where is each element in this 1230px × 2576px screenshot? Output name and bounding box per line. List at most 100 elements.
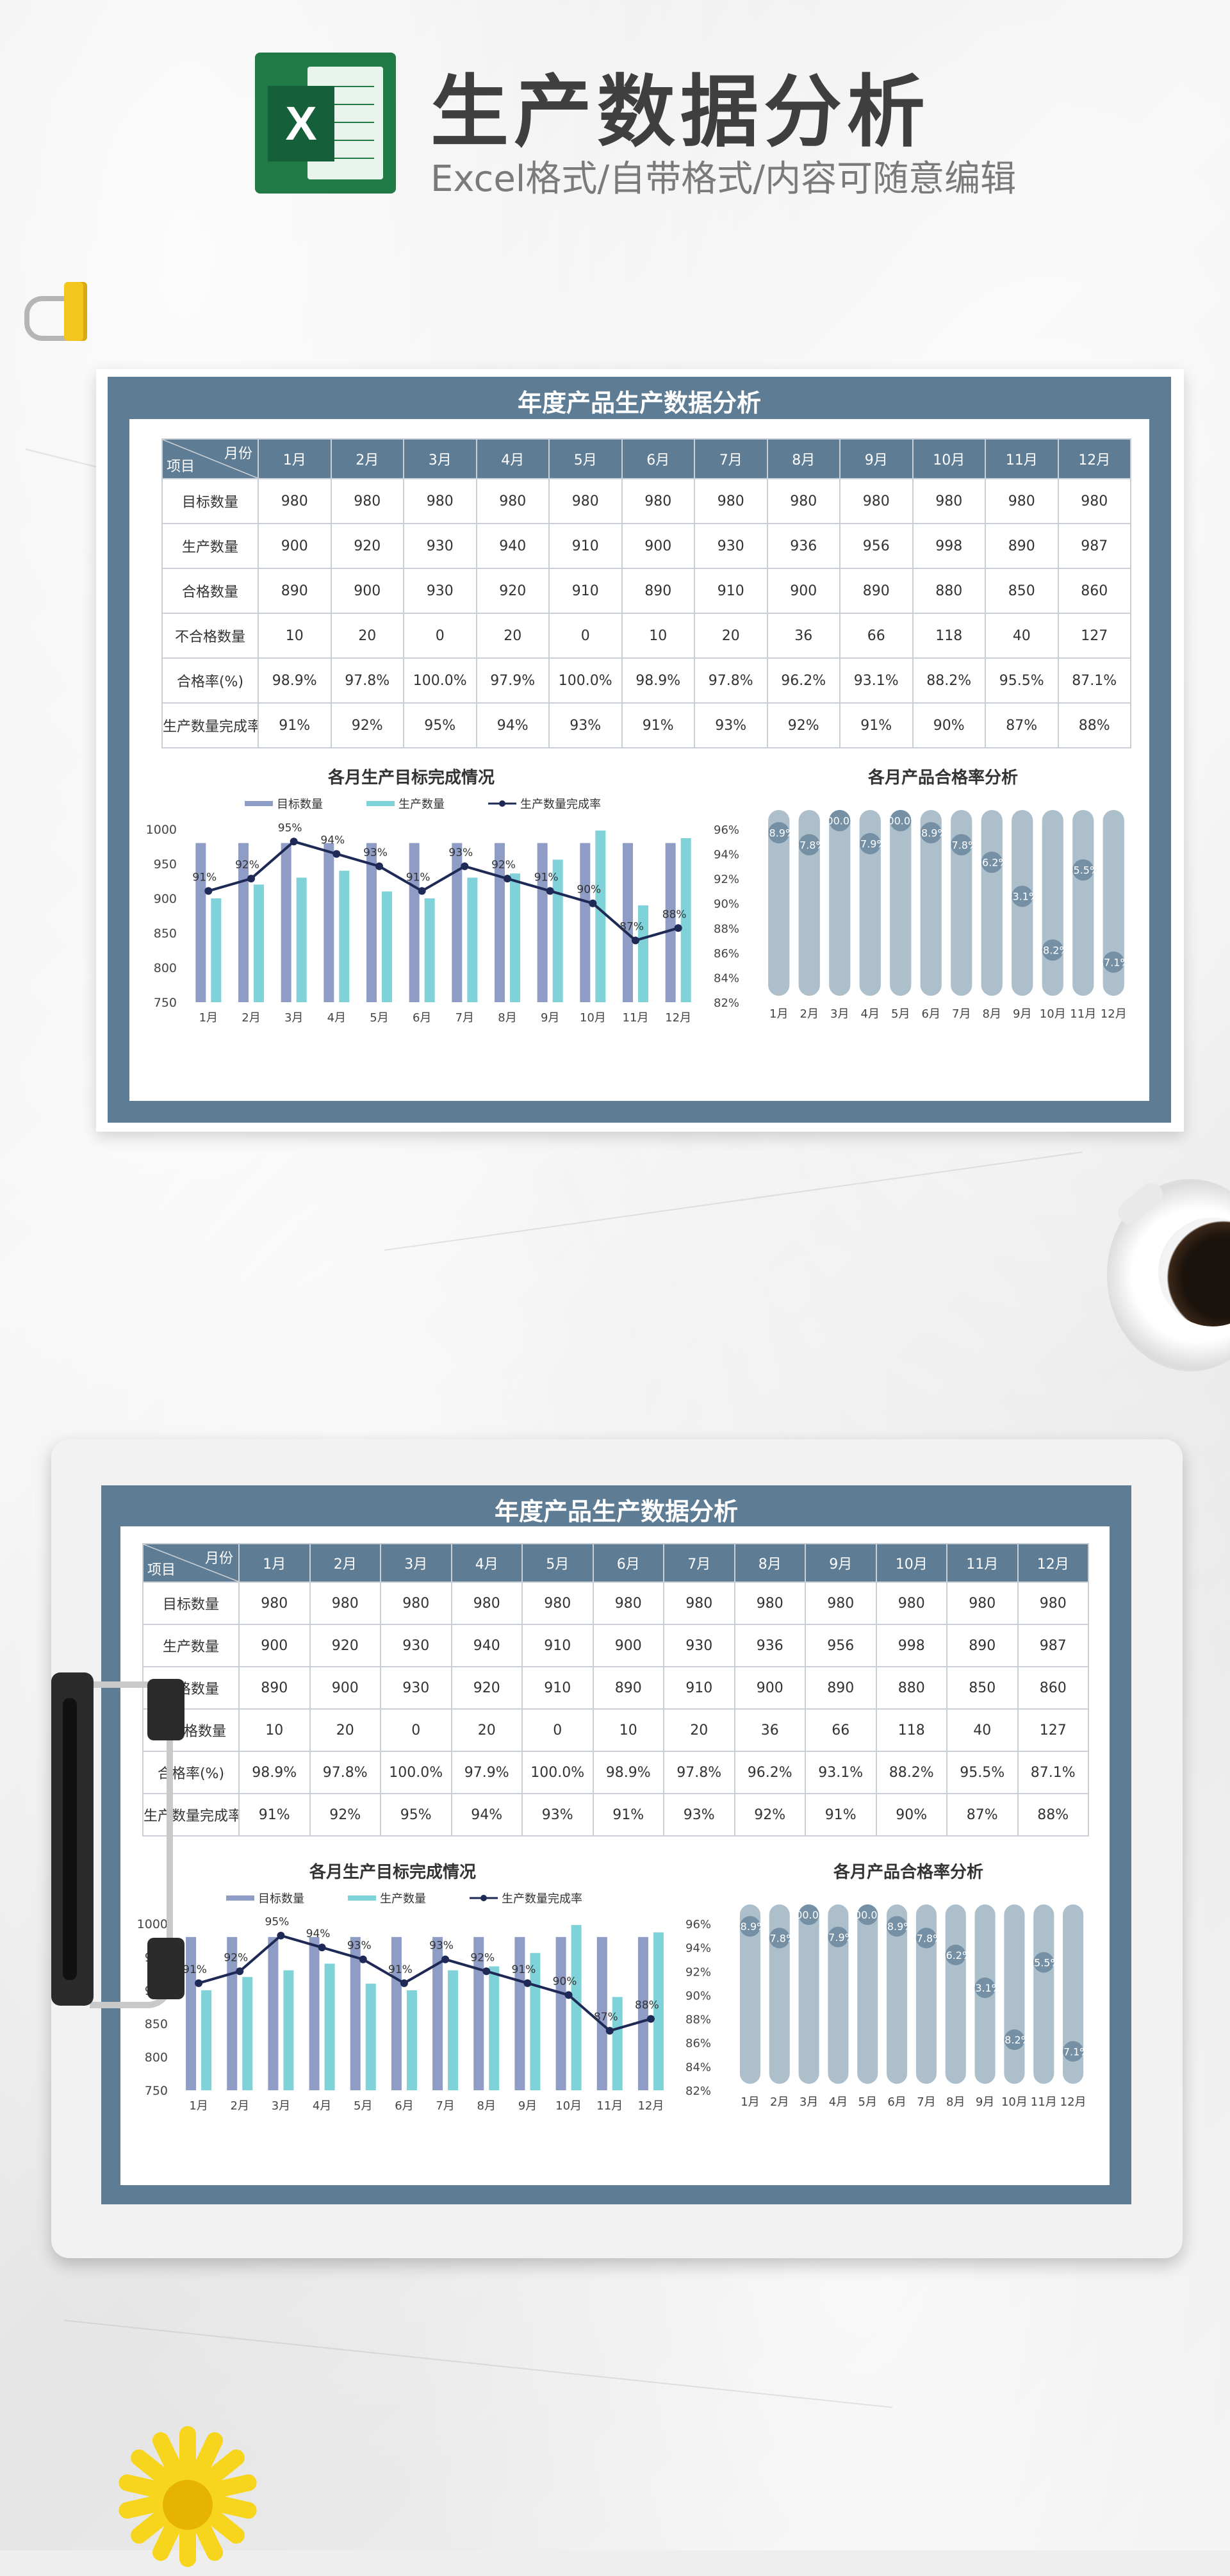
table-cell: 890: [839, 568, 914, 614]
table-cell: 980: [1057, 478, 1131, 524]
table-cell: 127: [1057, 613, 1131, 659]
line-point: [589, 899, 597, 907]
pass-rate-track: [1004, 1904, 1025, 2084]
pass-rate-track: [798, 1904, 819, 2084]
table-cell: 20: [450, 1708, 523, 1752]
table-cell: 980: [694, 478, 768, 524]
pass-rate-marker: [981, 852, 1003, 873]
pass-rate-track: [1033, 1904, 1054, 2084]
x-tick-label: 7月: [952, 1007, 971, 1021]
line-point: [418, 887, 426, 895]
legend-label: 生产数量: [398, 798, 445, 811]
data-table: 月份 项目 1月 2月 3月 4月 5月 6月 7月 8月 9月 10月 11月 12月 目标数量 980 98…: [142, 1543, 1089, 1837]
row-label: 生产数量完成率: [142, 1793, 240, 1837]
bar-target: [268, 1936, 279, 2090]
table-row: 合格数量 890 900 930 920 910 890 910 900 890 880 850 860: [142, 1666, 1089, 1710]
pass-rate-marker: [1072, 859, 1094, 881]
bar-target: [195, 843, 206, 1002]
bar-target: [665, 843, 676, 1002]
bar-target: [473, 1936, 484, 2090]
row-label: 生产数量完成率: [161, 702, 259, 748]
x-tick-label: 9月: [1013, 1007, 1031, 1021]
pass-rate-track: [829, 810, 851, 996]
bar-produced: [510, 873, 520, 1002]
point-label: 91%: [406, 871, 430, 884]
row-label: 不合格数量: [161, 613, 259, 659]
bar-produced: [324, 1963, 335, 2090]
chart-title: 各月生产目标完成情况: [327, 768, 495, 788]
table-cell: 890: [946, 1624, 1019, 1667]
month-header: 5月: [548, 438, 623, 479]
pass-rate-track: [981, 810, 1003, 996]
pass-rate-label: 97.8%: [910, 1932, 943, 1944]
table-cell: 980: [475, 478, 550, 524]
report-frame: 年度产品生产数据分析 月份 项目 1月 2月 3月 4月 5月 6月 7月 8月 9月 10月 11月 1…: [101, 1485, 1131, 2204]
point-label: 93%: [363, 846, 388, 859]
row-label: 合格率(%): [161, 657, 259, 704]
bar-produced: [680, 838, 691, 1002]
table-cell: 980: [403, 478, 477, 524]
month-header: 6月: [592, 1543, 664, 1583]
table-cell: 88%: [1017, 1793, 1089, 1837]
pass-rate-track: [1042, 810, 1063, 996]
table-cell: 910: [548, 523, 623, 569]
point-label: 92%: [224, 1951, 248, 1964]
pass-rate-marker: [1042, 939, 1063, 961]
report-sheet: 月份 项目 1月 2月 3月 4月 5月 6月 7月 8月 9月 10月 11月 12月 目标数量 980 98…: [129, 419, 1149, 1101]
pass-rate-marker: [1012, 886, 1033, 907]
table-cell: 0: [548, 613, 623, 659]
table-cell: 20: [330, 613, 404, 659]
x-tick-label: 6月: [922, 1007, 940, 1021]
table-cell: 36: [766, 613, 840, 659]
pass-rate-marker: [857, 1904, 878, 1926]
pass-rate-label: 95.5%: [1067, 864, 1099, 877]
bar-target: [452, 843, 463, 1002]
table-cell: 940: [450, 1624, 523, 1667]
table-cell: 980: [309, 1581, 381, 1625]
table-row: 生产数量完成率 91% 92% 95% 94% 93% 91% 93% 92% 91% 90% 87%…: [161, 702, 1131, 748]
coffee-cup-icon: [1107, 1160, 1230, 1378]
x-tick-label: 4月: [313, 2099, 331, 2113]
x-tick-label: 8月: [477, 2099, 496, 2113]
pass-rate-track: [739, 1904, 760, 2084]
month-header: 1月: [238, 1543, 311, 1583]
x-tick-label: 10月: [1001, 2095, 1028, 2109]
table-cell: 980: [380, 1581, 452, 1625]
line-point: [546, 887, 554, 895]
corner-label-item: 项目: [167, 459, 195, 475]
y2-tick-label: 88%: [685, 2013, 711, 2027]
line-point: [290, 838, 298, 846]
x-tick-label: 4月: [861, 1007, 880, 1021]
pass-rate-marker: [920, 822, 942, 844]
month-header: 7月: [694, 438, 768, 479]
x-tick-label: 10月: [1040, 1007, 1066, 1021]
flower-decoration: [96, 2426, 288, 2576]
corner-label-month: 月份: [224, 446, 252, 462]
table-cell: 890: [258, 568, 332, 614]
table-cell: 87%: [946, 1793, 1019, 1837]
point-label: 93%: [429, 1940, 454, 1953]
bar-produced: [595, 830, 606, 1002]
table-cell: 100.0%: [548, 657, 623, 704]
bar-produced: [211, 898, 222, 1002]
pass-rate-label: 87.1%: [1057, 2045, 1090, 2058]
table-cell: 88.2%: [875, 1751, 947, 1794]
y-tick-label: 850: [145, 2017, 168, 2031]
table-cell: 20: [694, 613, 768, 659]
line-point: [332, 850, 341, 858]
corner-label-month: 月份: [204, 1551, 233, 1567]
month-header: 9月: [805, 1543, 877, 1583]
pass-rate-label: 95.5%: [1028, 1956, 1060, 1969]
y2-tick-label: 96%: [685, 1918, 711, 1931]
table-cell: 920: [309, 1624, 381, 1667]
x-tick-label: 10月: [555, 2099, 582, 2113]
line-point: [236, 1967, 244, 1976]
table-cell: 0: [521, 1708, 594, 1752]
pass-rate-label: 98.9%: [915, 827, 947, 839]
legend-label: 生产数量: [380, 1892, 426, 1906]
point-label: 90%: [553, 1975, 577, 1988]
pass-rate-label: 97.8%: [945, 839, 978, 851]
report-title: 年度产品生产数据分析: [517, 389, 761, 417]
point-label: 91%: [534, 871, 559, 884]
table-cell: 890: [592, 1666, 664, 1710]
